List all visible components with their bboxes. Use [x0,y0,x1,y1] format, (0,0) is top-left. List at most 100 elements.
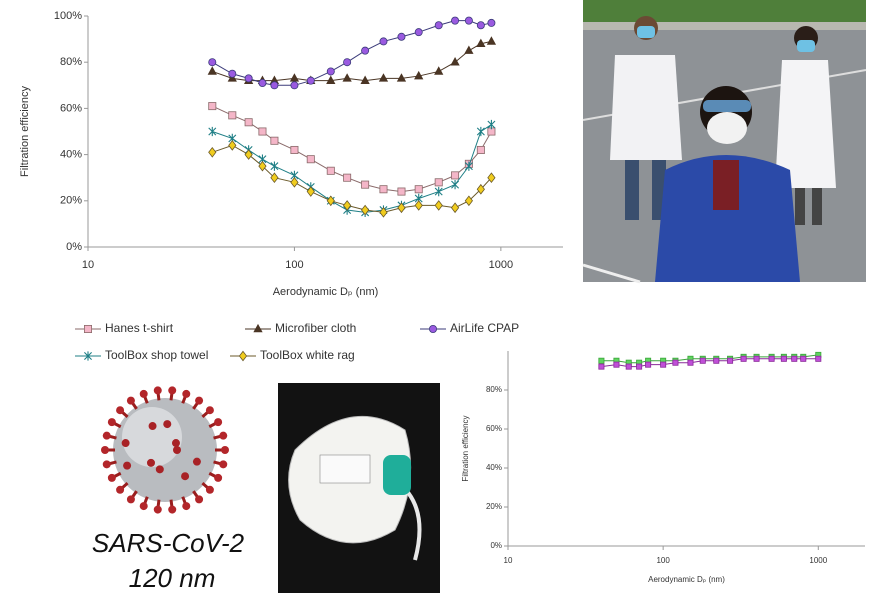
data-point [208,58,217,67]
legend-marker [238,350,248,362]
caption-name: SARS-CoV-2 [92,528,245,558]
data-point [487,18,496,27]
data-point [379,37,388,46]
y-tick-label: 0% [490,541,502,550]
series-line [212,124,492,213]
data-point [290,176,299,188]
data-point [434,186,443,197]
data-point [613,361,620,368]
data-point [740,355,747,362]
x-axis-label: Aerodynamic Dₚ (nm) [648,575,725,584]
data-point [645,361,652,368]
legend-marker [428,324,437,333]
data-point [687,359,694,366]
x-tick-label: 100 [285,259,303,271]
data-point [660,361,667,368]
data-point [414,200,423,211]
virus-spike-head [182,502,191,511]
data-point [464,45,474,54]
x-tick-label: 10 [82,259,94,271]
data-point [244,149,253,160]
virus-spike-head [102,460,111,469]
data-point [815,355,822,362]
data-point [258,127,267,136]
x-tick-label: 1000 [809,556,827,565]
y-tick-label: 100% [54,10,82,22]
data-point [434,21,443,30]
y-axis-label: Filtration efficiency [19,86,31,177]
data-point [343,58,352,67]
virus-spike-head [219,431,228,440]
data-point [486,36,497,45]
y-tick-label: 60% [60,102,82,114]
series-line [212,105,492,193]
data-point [289,73,300,82]
data-point [476,21,485,30]
legend-marker [84,351,92,361]
legend-label: Hanes t-shirt [105,321,174,335]
y-tick-label: 80% [60,56,82,68]
data-point [207,66,217,75]
virus-spike-head [107,418,116,427]
virus-spike-head [148,422,157,431]
y-tick-label: 20% [60,195,82,207]
data-point [208,126,217,137]
x-tick-label: 1000 [489,259,513,271]
data-point [598,363,605,370]
data-point [464,195,473,207]
data-point [753,355,760,362]
data-point [464,161,473,171]
data-point [476,145,485,154]
data-point [396,73,407,82]
virus-spike-head [168,386,177,395]
data-point [326,195,335,207]
data-point [270,81,279,90]
virus-spike-head [146,458,155,467]
data-point [727,357,734,364]
x-tick-label: 100 [656,556,670,565]
virus-spike-head [205,406,214,415]
data-point [397,187,406,196]
data-point [326,166,335,175]
data-point [672,359,679,366]
data-point [451,171,460,180]
data-point [270,136,279,145]
data-point [636,363,643,370]
data-point [290,81,299,90]
virus-spike-head [153,386,162,395]
data-point [476,183,485,195]
y-axis-label: Filtration efficiency [461,415,470,481]
virus-spike-head [155,465,164,474]
data-point [360,75,370,84]
data-point [343,200,352,211]
data-point [379,207,388,218]
data-point [768,355,775,362]
data-point [476,126,485,137]
data-point [414,185,423,194]
virus-spike-head [181,472,190,481]
virus-spike-head [171,439,180,448]
data-point [414,28,423,37]
data-point [713,357,720,364]
virus-spike-head [102,431,111,440]
virus-spike-head [107,473,116,482]
data-point [451,16,460,25]
y-tick-label: 80% [486,385,502,394]
data-point [326,75,336,84]
virus-spike-head [195,495,204,504]
data-point [244,74,253,83]
data-point [625,363,632,370]
data-point [326,67,335,76]
series-line [212,20,492,86]
data-point [487,172,496,184]
data-point [450,57,460,66]
virus-spike-head [139,502,148,511]
virus-spike-head [214,473,223,482]
virus-spike-head [121,439,130,448]
data-point [361,180,370,189]
virus-spike-head [126,495,135,504]
virus-spike-head [173,446,181,454]
legend-label: ToolBox white rag [260,348,355,362]
data-point [397,32,406,41]
